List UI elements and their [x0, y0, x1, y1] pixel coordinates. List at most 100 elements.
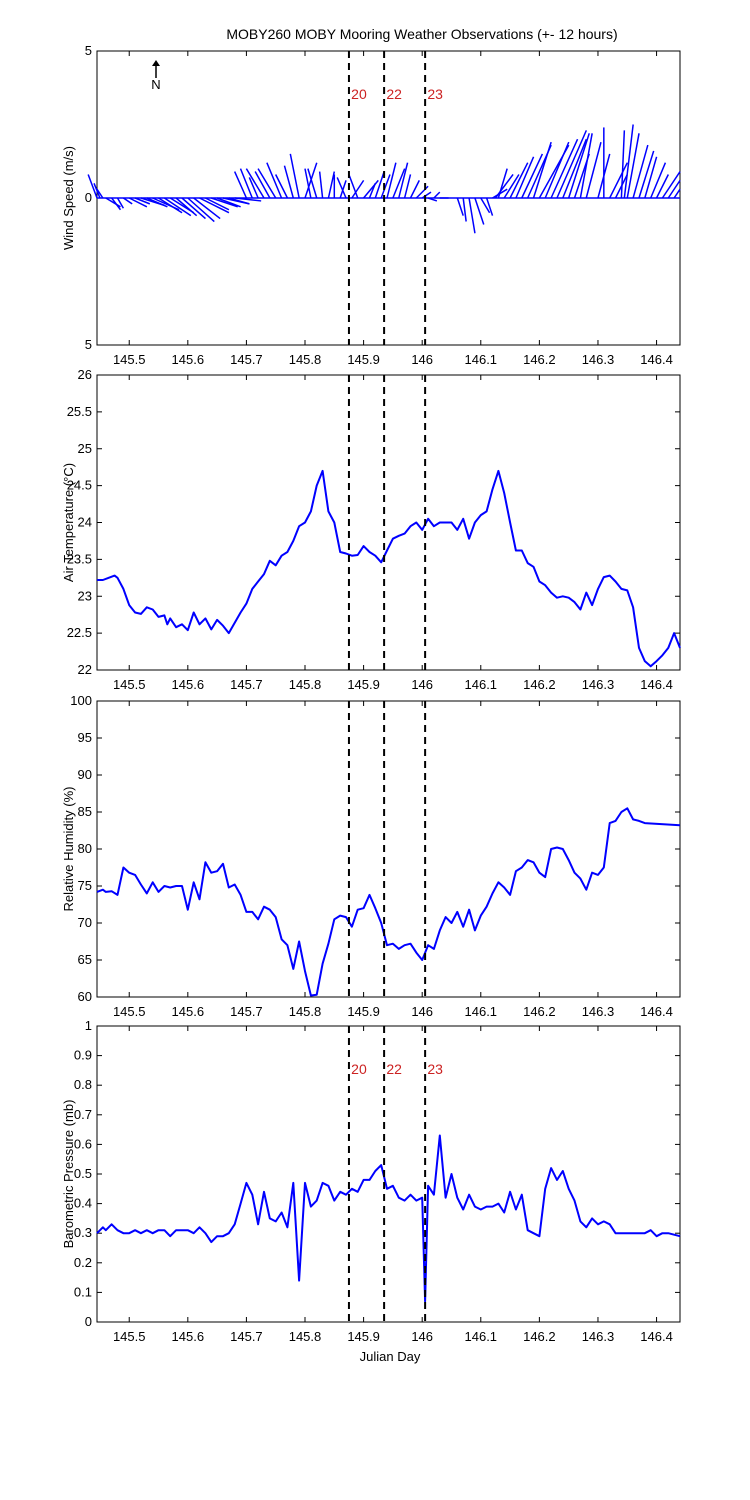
event-marker-label: 23 — [427, 86, 443, 102]
wind-vector — [485, 197, 494, 216]
wind-vector — [233, 171, 248, 199]
wind-vector — [620, 130, 626, 199]
wind-vector — [307, 168, 318, 199]
wind-vector — [667, 179, 681, 199]
wind-vector — [211, 197, 238, 208]
wind-vector — [257, 168, 277, 199]
wind-vector — [163, 197, 192, 217]
y-tick-label: 85 — [78, 804, 92, 819]
wind-vector — [234, 197, 262, 202]
wind-vector — [503, 174, 520, 199]
y-tick-label: 1 — [85, 1018, 92, 1033]
wind-vector — [544, 141, 570, 199]
wind-vector — [562, 138, 588, 199]
wind-vector — [87, 174, 98, 199]
event-marker-label: 23 — [427, 1061, 443, 1077]
wind-vector — [199, 197, 230, 214]
x-tick-label: 145.8 — [289, 352, 322, 367]
y-tick-label: 90 — [78, 767, 92, 782]
temp-series-line — [97, 469, 681, 668]
wind-vector — [398, 162, 409, 199]
event-marker-label: 20 — [351, 1061, 367, 1077]
y-tick-label: 23.5 — [67, 551, 92, 566]
x-tick-label: 146.2 — [523, 1004, 556, 1019]
x-tick-label: 145.5 — [113, 352, 146, 367]
wind-vector — [380, 174, 391, 199]
wind-vector — [462, 197, 467, 222]
wind-vector — [205, 197, 230, 211]
relative-humidity-panel: 145.5 145.6 145.7 145.8 145.9 146 146.1 146.2 14… — [61, 693, 681, 1019]
x-tick-label: 146.4 — [640, 1329, 673, 1344]
x-tick-label: 145.7 — [230, 1004, 263, 1019]
y-tick-label: 0.9 — [74, 1048, 92, 1063]
wind-vector — [283, 165, 295, 199]
wind-vector — [661, 171, 681, 199]
wind-vector — [480, 197, 491, 214]
x-tick-label: 145.5 — [113, 1329, 146, 1344]
north-indicator: N — [151, 60, 161, 92]
y-tick-label: 22 — [78, 662, 92, 677]
wind-vector — [93, 183, 101, 199]
wind-vector — [421, 191, 432, 199]
wind-vector — [339, 180, 347, 199]
wind-vector — [266, 162, 283, 199]
x-tick-label: 146.1 — [465, 1329, 498, 1344]
x-tick-label: 146.3 — [582, 1004, 615, 1019]
wind-vector — [363, 179, 379, 199]
y-tick-label: 75 — [78, 878, 92, 893]
x-tick-label: 146.2 — [523, 352, 556, 367]
wind-vector — [468, 197, 476, 234]
x-tick-label: 146 — [411, 1004, 433, 1019]
x-tick-label: 146 — [411, 352, 433, 367]
wind-vector — [550, 138, 579, 199]
wind-vector — [122, 197, 133, 205]
wind-vector — [289, 153, 300, 199]
wind-vector — [228, 197, 250, 205]
wind-vector — [497, 168, 508, 199]
wind-vector — [111, 197, 122, 211]
y-tick-label: 100 — [70, 693, 92, 708]
x-tick-label: 145.8 — [289, 677, 322, 692]
wind-vector — [274, 174, 289, 199]
x-tick-label: 146.3 — [582, 1329, 615, 1344]
x-tick-label: 145.5 — [113, 1004, 146, 1019]
wind-vector — [556, 130, 588, 199]
y-tick-label: 0.2 — [74, 1255, 92, 1270]
x-tick-label: 146.1 — [465, 1004, 498, 1019]
wind-vector — [193, 197, 221, 220]
x-tick-label: 146.1 — [465, 677, 498, 692]
wind-vector — [336, 177, 347, 199]
y-tick-label: 24 — [78, 515, 92, 530]
wind-vector — [427, 197, 438, 202]
x-axis-label: Julian Day — [360, 1349, 421, 1364]
x-tick-label: 145.6 — [172, 1329, 205, 1344]
north-label: N — [151, 77, 160, 92]
x-tick-label: 146 — [411, 1329, 433, 1344]
wind-vector — [187, 197, 215, 223]
wind-vector — [579, 133, 593, 199]
y-axis-label: Air Temperature (°C) — [61, 463, 76, 582]
y-tick-label: 0.4 — [74, 1196, 92, 1211]
wind-vector — [158, 197, 183, 214]
wind-vector — [392, 168, 406, 199]
wind-vector — [415, 185, 429, 199]
wind-vector — [638, 150, 655, 199]
x-tick-label: 146.3 — [582, 352, 615, 367]
wind-vector — [585, 141, 602, 199]
x-tick-label: 145.6 — [172, 352, 205, 367]
y-tick-label: 5 — [85, 337, 92, 352]
x-tick-label: 146 — [411, 677, 433, 692]
wind-vector — [239, 168, 253, 199]
wind-vector — [433, 191, 441, 199]
wind-vector — [626, 133, 640, 199]
y-axis-label: Relative Humidity (%) — [61, 787, 76, 912]
plot-frame — [96, 700, 681, 998]
wind-vector — [632, 144, 649, 199]
north-arrowhead-icon — [152, 60, 160, 66]
wind-vector — [116, 197, 125, 209]
x-tick-label: 146.4 — [640, 1004, 673, 1019]
wind-vector — [175, 197, 198, 217]
y-tick-label: 0 — [85, 190, 92, 205]
air-temperature-panel: 145.5 145.6 145.7 145.8 145.9 146 146.1 146.2 14… — [61, 367, 681, 692]
y-axis-label: Wind Speed (m/s) — [61, 146, 76, 250]
